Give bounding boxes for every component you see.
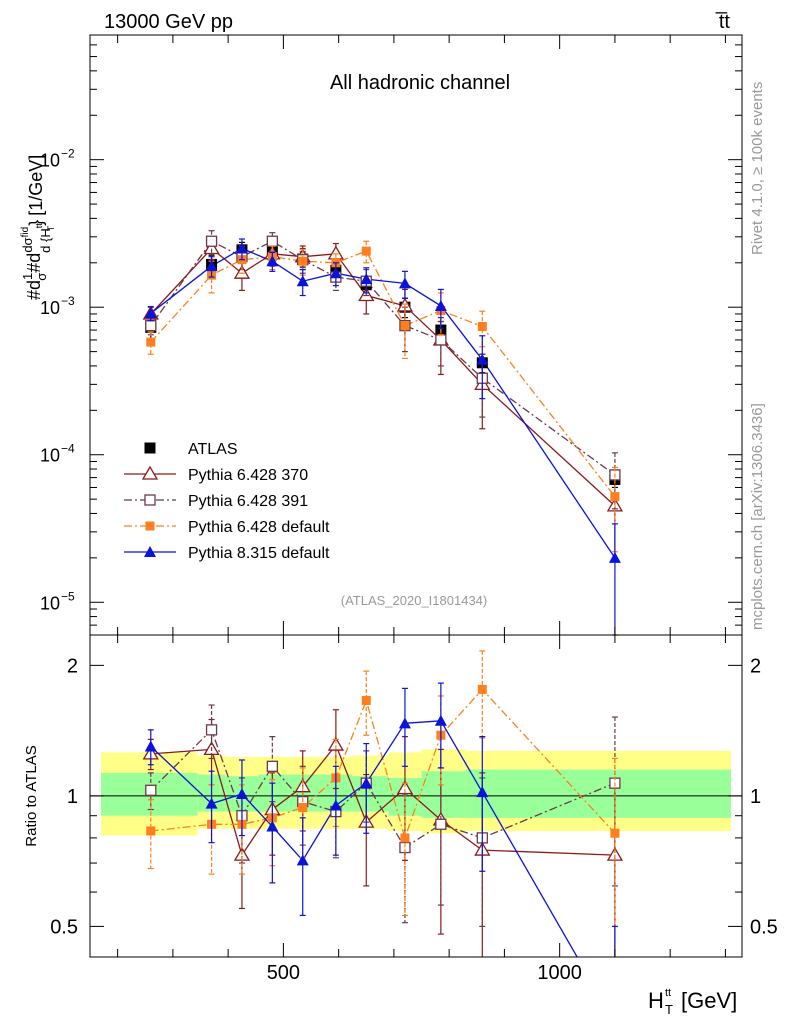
main-y-tick-label-exponent: −2 xyxy=(61,147,75,161)
ratio-point-Pdef xyxy=(146,826,156,836)
main-point-P8 xyxy=(329,267,342,279)
chart-title: All hadronic channel xyxy=(330,72,510,94)
ratio-band-inner xyxy=(421,771,466,818)
x-tick-label: 500 xyxy=(267,962,300,984)
legend-marker-ATLAS xyxy=(144,442,156,454)
mcplots-label: mcplots.cern.ch [arXiv:1306.3436] xyxy=(749,403,766,630)
main-point-Pdef xyxy=(610,492,620,502)
svg-text:H: H xyxy=(648,988,664,1013)
main-point-Pdef xyxy=(477,322,487,332)
ratio-y-tick-label: 1 xyxy=(67,786,78,808)
ratio-point-P8 xyxy=(398,717,411,729)
main-point-P391 xyxy=(435,334,447,346)
watermark: (ATLAS_2020_I1801434) xyxy=(341,593,487,608)
ratio-point-P8 xyxy=(476,786,489,798)
ratio-y-tick-label-right: 1 xyxy=(750,786,761,808)
ratio-point-P8 xyxy=(329,799,342,811)
main-point-P8 xyxy=(434,299,447,311)
ratio-point-P8 xyxy=(434,714,447,726)
header-left: 13000 GeV pp xyxy=(104,11,233,33)
main-point-P391 xyxy=(145,319,157,332)
legend-label-P370: Pythia 6.428 370 xyxy=(188,467,308,484)
svg-text:T: T xyxy=(665,1002,673,1017)
main-point-P391 xyxy=(205,235,218,247)
ratio-point-P370 xyxy=(327,736,345,751)
main-point-Pdef xyxy=(361,246,371,256)
main-y-tick-label-exponent: −3 xyxy=(61,294,75,308)
ratio-point-Pdef xyxy=(400,833,410,843)
legend-marker-P370 xyxy=(141,465,159,480)
legend: ATLAS Pythia 6.428 370 Pythia 6.428 391 Pyt… xyxy=(124,441,330,562)
ratio-point-P391 xyxy=(145,784,157,796)
main-y-axis-label: #d1σ#ddσfid d {Htt T}[1/GeV] xyxy=(20,155,56,300)
legend-label-P391: Pythia 6.428 391 xyxy=(188,493,308,510)
ratio-y-tick-label-right: 0.5 xyxy=(750,916,778,938)
ratio-point-P8 xyxy=(296,854,309,866)
svg-text:tt: tt xyxy=(665,987,671,999)
main-point-P8 xyxy=(360,273,373,285)
main-line-Pdef xyxy=(150,250,616,497)
main-point-P391 xyxy=(266,235,278,247)
legend-marker-P391 xyxy=(144,494,156,506)
main-point-P8 xyxy=(205,260,218,272)
main-point-P8 xyxy=(235,242,248,254)
main-point-P370 xyxy=(233,264,251,279)
ratio-point-Pdef xyxy=(610,828,620,838)
ratio-point-P391 xyxy=(266,760,278,772)
ratio-point-P8 xyxy=(144,740,157,752)
ratio-point-P391 xyxy=(205,724,218,736)
ratio-point-Pdef xyxy=(361,695,371,705)
ratio-point-Pdef xyxy=(477,684,487,694)
main-y-tick-label: 10 xyxy=(40,298,60,318)
ratio-y-axis-label: Ratio to ATLAS xyxy=(23,745,40,846)
ratio-point-P8 xyxy=(266,820,279,832)
main-y-tick-label-exponent: −5 xyxy=(61,589,75,603)
legend-label-P8: Pythia 8.315 default xyxy=(188,545,330,562)
main-point-Pdef xyxy=(146,337,156,347)
main-point-Pdef xyxy=(298,256,308,266)
main-point-P8 xyxy=(296,275,309,287)
main-y-tick-label: 10 xyxy=(40,151,60,171)
main-point-P8 xyxy=(266,255,279,267)
main-point-Pdef xyxy=(400,321,410,331)
ratio-y-tick-label: 0.5 xyxy=(50,916,78,938)
ratio-point-P8 xyxy=(360,777,373,789)
main-y-tick-label: 10 xyxy=(40,593,60,613)
rivet-label: Rivet 4.1.0, ≥ 100k events xyxy=(749,82,766,255)
legend-label-ATLAS: ATLAS xyxy=(188,441,238,458)
header-right: t̅t xyxy=(715,11,730,33)
ratio-y-tick-label: 2 xyxy=(67,655,78,677)
x-tick-label: 1000 xyxy=(537,962,582,984)
main-point-P8 xyxy=(144,307,157,319)
ratio-y-tick-label-right: 2 xyxy=(750,655,761,677)
main-point-P8 xyxy=(476,353,489,365)
ratio-point-P8 xyxy=(235,788,248,800)
main-y-tick-label-exponent: −4 xyxy=(61,442,75,456)
legend-marker-P8 xyxy=(144,546,156,557)
x-axis-label: H T tt [GeV] xyxy=(648,987,737,1017)
ratio-point-P391 xyxy=(435,818,447,830)
ratio-point-P370 xyxy=(606,846,624,861)
svg-text:[GeV]: [GeV] xyxy=(681,988,737,1013)
ratio-band-inner xyxy=(465,769,731,818)
main-point-P8 xyxy=(398,277,411,289)
ratio-point-Pdef xyxy=(298,803,308,813)
ratio-point-P8 xyxy=(205,797,218,809)
legend-marker-Pdef xyxy=(145,521,155,531)
main-point-P8 xyxy=(608,551,621,563)
main-y-tick-label: 10 xyxy=(40,446,60,466)
legend-label-Pdef: Pythia 6.428 default xyxy=(188,519,330,536)
